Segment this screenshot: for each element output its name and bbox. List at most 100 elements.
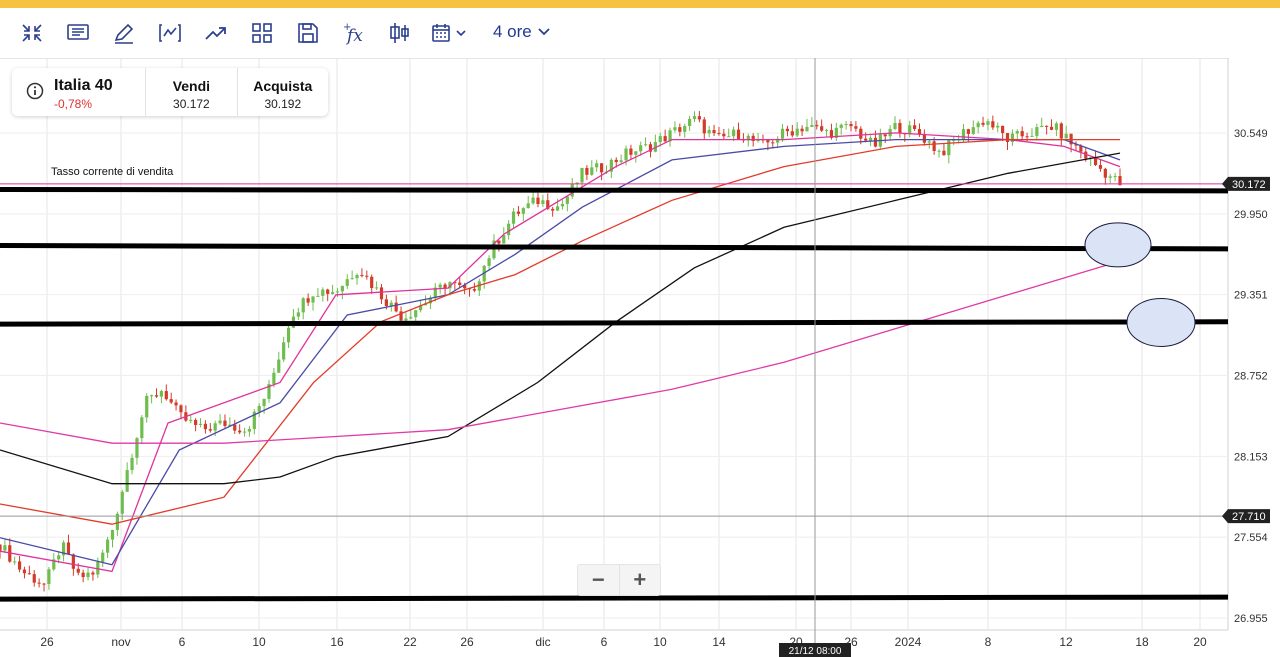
candle-body: [854, 126, 858, 129]
candle-body: [511, 211, 516, 224]
info-icon[interactable]: [26, 82, 44, 100]
level-2-line: [0, 243, 1229, 252]
candle-body: [991, 121, 995, 128]
candle-body: [898, 123, 902, 134]
level-4-line: [0, 594, 1229, 602]
candle-body: [776, 138, 780, 143]
candle-body: [350, 278, 354, 280]
candle-body: [238, 430, 242, 433]
x-tick-label: 26: [40, 635, 54, 649]
candle-body: [795, 128, 799, 136]
candle-body: [785, 128, 790, 132]
x-tick-label: 8: [985, 635, 992, 649]
candle-body: [727, 136, 731, 138]
candle-body: [360, 274, 364, 276]
candle-body: [849, 124, 853, 127]
price-chart[interactable]: 26 nov 6 10 16 22 26 dic 6 10 14 20 26 2024 8 12 18 20 30.…: [0, 58, 1280, 657]
indicator-icon[interactable]: [157, 21, 183, 45]
collapse-icon[interactable]: [19, 21, 45, 45]
candle-body: [927, 141, 931, 143]
candle-body: [81, 572, 85, 578]
current-price-badge: [1222, 176, 1270, 191]
candle-body: [653, 142, 657, 152]
candle-body: [702, 119, 706, 134]
candle-body: [746, 135, 750, 141]
candle-body: [394, 302, 398, 312]
zoom-in-button[interactable]: +: [633, 567, 647, 592]
price-change: -0,78%: [54, 97, 93, 111]
candle-body: [516, 211, 521, 214]
buy-cell[interactable]: Acquista 30.192: [236, 68, 328, 116]
candle-body: [428, 297, 432, 304]
layout-icon[interactable]: [249, 21, 275, 45]
y-tick-label: 29.351: [1234, 290, 1268, 302]
candle-body: [800, 128, 804, 132]
candle-body: [790, 131, 794, 136]
timeframe-dropdown[interactable]: 4 ore: [493, 22, 550, 42]
candlestick-icon[interactable]: [387, 21, 413, 45]
candle-body: [619, 160, 623, 163]
candle-body: [1098, 165, 1103, 169]
candle-body: [135, 438, 139, 458]
candle-body: [125, 470, 129, 492]
moving-average-line: [0, 152, 1121, 485]
candle-body: [150, 395, 154, 397]
x-tick-label: dic: [535, 635, 550, 649]
candle-body: [247, 428, 252, 432]
candle-body: [340, 285, 344, 292]
candle-body: [683, 125, 687, 132]
x-tick-label: 16: [330, 635, 344, 649]
candle-body: [829, 130, 834, 138]
draw-icon[interactable]: [111, 21, 137, 45]
candle-body: [47, 569, 51, 584]
candle-body: [335, 291, 340, 293]
candle-body: [1035, 127, 1039, 136]
notes-icon[interactable]: [65, 21, 91, 45]
calendar-icon[interactable]: [430, 21, 470, 45]
candle-body: [389, 302, 393, 307]
x-tick-label: 22: [403, 635, 417, 649]
instrument-name: Italia 40: [54, 77, 113, 94]
candle-body: [91, 572, 95, 575]
trend-icon[interactable]: [203, 21, 229, 45]
candle-body: [912, 125, 917, 130]
candle-body: [555, 206, 560, 211]
crosshair-price-value: 27.710: [1232, 511, 1266, 523]
sell-cell[interactable]: Vendi 30.172: [145, 68, 236, 116]
x-tick-label: 10: [252, 635, 266, 649]
candle-body: [639, 145, 643, 152]
x-tick-label: 18: [1135, 635, 1149, 649]
save-icon[interactable]: [295, 21, 321, 45]
candle-body: [507, 223, 511, 236]
candle-body: [140, 417, 144, 439]
x-tick-label: nov: [111, 635, 130, 649]
candle-body: [257, 405, 261, 412]
candle-body: [1015, 131, 1019, 134]
candle-body: [575, 182, 579, 184]
zoom-out-button[interactable]: −: [578, 565, 620, 595]
timeframe-label: 4 ore: [493, 22, 532, 41]
svg-text:+: +: [343, 22, 351, 33]
candle-body: [110, 529, 115, 540]
candle-body: [815, 125, 819, 127]
candle-body: [326, 289, 330, 294]
candle-body: [541, 200, 545, 205]
crosshair-time-badge: [779, 643, 851, 657]
candle-body: [1030, 135, 1034, 137]
candle-body: [692, 116, 697, 119]
candle-body: [189, 419, 193, 421]
candle-body: [629, 148, 633, 155]
candle-body: [330, 292, 335, 294]
candle-body: [1025, 136, 1029, 138]
function-icon[interactable]: + fx: [341, 21, 367, 46]
candle-body: [1118, 176, 1122, 186]
candle-body: [820, 126, 824, 131]
candle-body: [433, 287, 437, 298]
candle-body: [1108, 176, 1112, 178]
candle-body: [3, 545, 7, 551]
candle-body: [1010, 133, 1015, 142]
candle-body: [497, 240, 501, 244]
candle-body: [864, 138, 868, 141]
chart-canvas[interactable]: 26 nov 6 10 16 22 26 dic 6 10 14 20 26 2024 8 12 18 2030.…: [0, 58, 1280, 657]
moving-average-line: [0, 138, 1121, 566]
